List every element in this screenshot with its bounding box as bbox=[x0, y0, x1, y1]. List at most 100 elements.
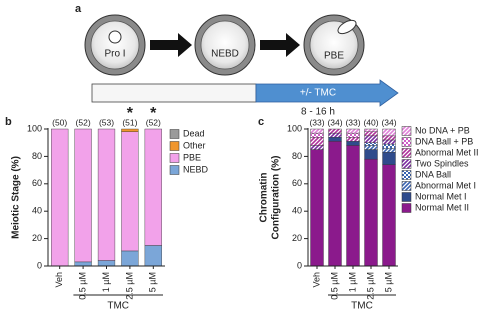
treatment-label: +/- TMC bbox=[300, 88, 336, 99]
bar-segment bbox=[364, 142, 378, 146]
bar-segment bbox=[310, 149, 324, 267]
count-label: (33) bbox=[309, 117, 324, 127]
y-tick-label: 20 bbox=[32, 233, 42, 243]
bar-segment bbox=[121, 250, 139, 267]
group-label: TMC bbox=[351, 301, 373, 312]
legend-swatch bbox=[401, 159, 412, 169]
legend-swatch bbox=[401, 203, 412, 213]
y-tick-label: 20 bbox=[292, 233, 302, 243]
bar-segment bbox=[346, 137, 360, 142]
bar-segment bbox=[97, 128, 116, 261]
legend-swatch bbox=[401, 192, 412, 202]
panel-label: a bbox=[75, 3, 82, 15]
count-label: (40) bbox=[363, 117, 378, 127]
bar-segment bbox=[346, 132, 360, 138]
bar-segment bbox=[364, 128, 378, 132]
y-tick-label: 80 bbox=[292, 151, 302, 161]
bar-segment bbox=[144, 128, 162, 246]
legend-swatch bbox=[401, 148, 412, 158]
bar-segment bbox=[382, 152, 396, 165]
legend-swatch bbox=[169, 153, 180, 163]
legend-swatch bbox=[401, 181, 412, 191]
legend-label: PBE bbox=[183, 152, 201, 162]
y-tick-label: 60 bbox=[292, 178, 302, 188]
group-label: TMC bbox=[107, 301, 129, 312]
legend-swatch bbox=[169, 165, 180, 175]
count-label: (51) bbox=[122, 117, 137, 127]
bar-segment bbox=[382, 143, 396, 149]
timeline bbox=[91, 83, 257, 103]
legend-swatch bbox=[401, 126, 412, 136]
bar-segment bbox=[310, 128, 324, 134]
count-label: (52) bbox=[76, 117, 91, 127]
treatment-arrow bbox=[255, 79, 399, 107]
count-label: (53) bbox=[99, 117, 114, 127]
x-tick-label: 0.5 µM bbox=[329, 272, 339, 300]
y-axis-label: Meiotic Stage (%) bbox=[11, 156, 22, 239]
cell bbox=[84, 14, 146, 76]
bar-segment bbox=[346, 128, 360, 134]
significance-marker: * bbox=[150, 105, 157, 122]
x-tick-label: 1 µM bbox=[101, 272, 111, 292]
y-tick-label: 60 bbox=[32, 178, 42, 188]
bar-segment bbox=[328, 137, 342, 142]
legend-label: No DNA + PB bbox=[415, 125, 470, 135]
legend-swatch bbox=[169, 129, 180, 139]
bar-segment bbox=[328, 132, 342, 138]
count-label: (34) bbox=[327, 117, 342, 127]
bar-segment bbox=[121, 128, 139, 132]
bar-segment bbox=[74, 261, 92, 267]
bar-segment bbox=[310, 137, 324, 146]
y-axis-label: Configuration (%) bbox=[271, 156, 282, 240]
legend-label: Normal Met II bbox=[415, 202, 469, 212]
bar-segment bbox=[364, 135, 378, 143]
stage-label: PBE bbox=[324, 51, 344, 62]
bar-segment bbox=[382, 128, 396, 137]
bar-segment bbox=[346, 141, 360, 146]
bar-segment bbox=[328, 128, 342, 134]
bar-segment bbox=[310, 132, 324, 138]
legend-swatch bbox=[401, 137, 412, 147]
bar-segment bbox=[364, 149, 378, 160]
panel-label: c bbox=[258, 116, 264, 128]
legend-label: Normal Met I bbox=[415, 191, 467, 201]
x-tick-label: 5 µM bbox=[148, 272, 158, 292]
legend-swatch bbox=[169, 141, 180, 151]
x-tick-label: 5 µM bbox=[383, 272, 393, 292]
count-label: (34) bbox=[381, 117, 396, 127]
x-tick-label: Veh bbox=[311, 272, 321, 288]
bar-segment bbox=[97, 260, 116, 267]
x-tick-label: 2.5 µM bbox=[365, 272, 375, 300]
cell bbox=[303, 14, 365, 76]
bar-segment bbox=[74, 128, 92, 263]
legend-label: Dead bbox=[183, 128, 205, 138]
y-tick-label: 100 bbox=[287, 123, 302, 133]
count-label: (52) bbox=[146, 117, 161, 127]
legend-label: NEBD bbox=[183, 164, 209, 174]
x-tick-label: 0.5 µM bbox=[77, 272, 87, 300]
y-axis-label: Chromatin bbox=[259, 173, 270, 223]
y-tick-label: 40 bbox=[32, 206, 42, 216]
duration-label: 8 - 16 h bbox=[301, 107, 335, 118]
bar-segment bbox=[364, 131, 378, 137]
y-tick-label: 0 bbox=[297, 260, 302, 270]
legend-label: DNA Ball + PB bbox=[415, 136, 473, 146]
bar-segment bbox=[328, 141, 342, 267]
stage-label: NEBD bbox=[211, 49, 239, 60]
y-tick-label: 80 bbox=[32, 151, 42, 161]
count-label: (50) bbox=[52, 117, 67, 127]
bar-segment bbox=[121, 131, 139, 252]
legend-label: Two Spindles bbox=[415, 158, 469, 168]
x-tick-label: Veh bbox=[54, 272, 64, 288]
bar-segment bbox=[382, 164, 396, 267]
cell bbox=[194, 14, 256, 76]
bar-segment bbox=[364, 158, 378, 267]
arrow bbox=[150, 33, 192, 57]
bar-segment bbox=[310, 145, 324, 150]
legend-swatch bbox=[401, 170, 412, 180]
bar-segment bbox=[364, 145, 378, 150]
y-tick-label: 100 bbox=[27, 123, 42, 133]
count-label: (33) bbox=[345, 117, 360, 127]
x-tick-label: 1 µM bbox=[347, 272, 357, 292]
